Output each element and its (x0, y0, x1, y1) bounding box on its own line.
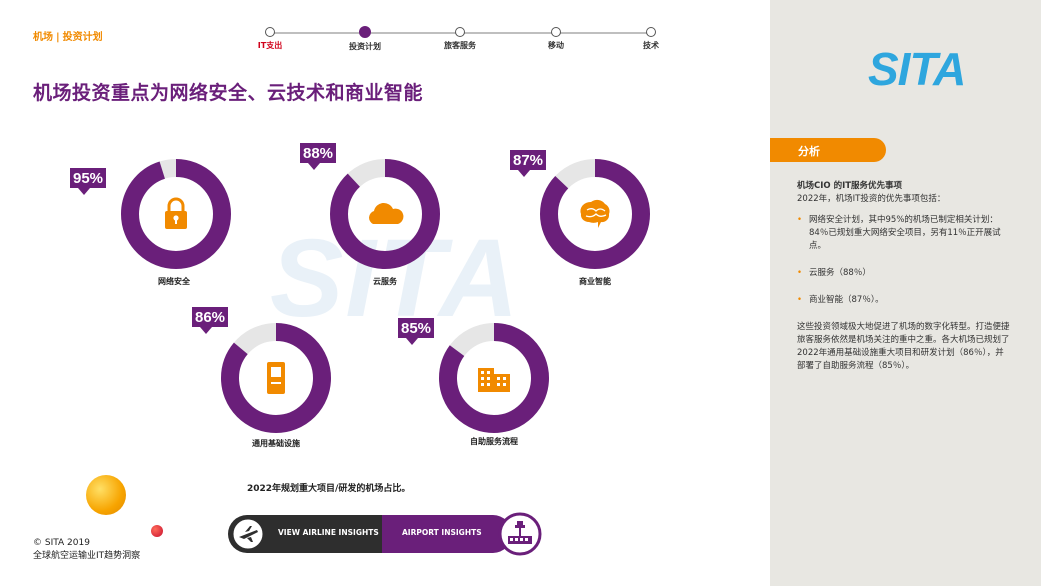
airplane-icon (230, 516, 266, 552)
nav-dot (646, 27, 656, 37)
lock-icon (156, 194, 196, 234)
page-title: 机场投资重点为网络安全、云技术和商业智能 (33, 82, 424, 104)
nav-dot (455, 27, 465, 37)
analysis-intro: 2022年，机场IT投资的优先事项包括： (797, 194, 946, 204)
list-item: 商业智能（87％）。 (797, 294, 1012, 307)
cloud-icon (365, 194, 405, 234)
ring-chart (540, 159, 650, 269)
nav-step-investment[interactable]: 投资计划 (325, 26, 405, 52)
ring-self-service (438, 322, 550, 434)
nav-step-it-spend[interactable]: IT支出 (230, 27, 310, 51)
nav-step-passenger[interactable]: 旅客服务 (420, 27, 500, 51)
list-item: 网络安全计划，其中95%的机场已制定相关计划：84％已规划重大网络安全项目，另有… (797, 214, 1012, 253)
breadcrumb-separator: | (56, 32, 60, 43)
insights-button-bar: VIEW AIRLINE INSIGHTS AIRPORT INSIGHTS (228, 512, 542, 556)
ring-chart (330, 159, 440, 269)
nav-step-mobile[interactable]: 移动 (516, 27, 596, 51)
analysis-text: 机场CIO 的IT服务优先事项 2022年，机场IT投资的优先事项包括： 网络安… (797, 180, 1012, 373)
chart-caption: 2022年规划重大项目/研发的机场占比。 (247, 484, 411, 494)
airline-button-label: VIEW AIRLINE INSIGHTS (278, 528, 379, 537)
ring-label: 云服务 (373, 277, 397, 286)
analysis-tag: 分析 (770, 138, 886, 162)
percent-badge: 88% (300, 143, 337, 170)
ring-chart (439, 323, 549, 433)
breadcrumb: 机场 | 投资计划 (33, 28, 103, 43)
airport-icon[interactable] (498, 512, 542, 556)
nav-step-label: 投资计划 (349, 42, 381, 51)
analysis-panel (770, 0, 1041, 586)
breadcrumb-section[interactable]: 机场 (33, 32, 53, 43)
ring-label: 网络安全 (158, 277, 190, 286)
decorative-red-ball (151, 525, 163, 537)
nav-step-tech[interactable]: 技术 (611, 27, 691, 51)
ring-chart (221, 323, 331, 433)
copyright: © SITA 2019 (33, 538, 90, 548)
buildings-icon (474, 358, 514, 398)
breadcrumb-page: 投资计划 (62, 32, 103, 43)
analysis-heading: 机场CIO 的IT服务优先事项 (797, 181, 903, 191)
airport-insights-button[interactable]: AIRPORT INSIGHTS (382, 515, 512, 553)
percent-badge: 95% (70, 168, 107, 195)
footer: © SITA 2019 全球航空运输业IT趋势洞察 (33, 537, 140, 563)
analysis-paragraph: 这些投资领域极大地促进了机场的数字化转型。打造便捷旅客服务依然是机场关注的重中之… (797, 322, 1010, 371)
kiosk-icon (256, 358, 296, 398)
nav-dot-active (359, 26, 371, 38)
analysis-tag-label: 分析 (798, 145, 820, 158)
ring-arc (221, 323, 331, 433)
footer-subtitle: 全球航空运输业IT趋势洞察 (33, 551, 141, 561)
ring-cyber-security (120, 158, 232, 270)
ring-arc (330, 159, 440, 269)
percent-badge: 86% (192, 307, 229, 334)
percent-badge: 85% (398, 318, 435, 345)
ring-arc (439, 323, 549, 433)
ring-label: 通用基础设施 (252, 439, 300, 448)
nav-dot (551, 27, 561, 37)
percent-badge: 87% (510, 150, 547, 177)
decorative-orange-ball (86, 475, 126, 515)
ring-arc (540, 159, 650, 269)
progress-nav: IT支出 投资计划 旅客服务 移动 技术 (258, 26, 662, 57)
ring-label: 商业智能 (579, 277, 611, 286)
sita-logo: SITA (868, 43, 966, 95)
nav-step-label: IT支出 (257, 41, 283, 50)
ring-chart (121, 159, 231, 269)
ring-business-intelligence (539, 158, 651, 270)
nav-dot (265, 27, 275, 37)
sita-watermark: SITA (270, 217, 521, 340)
list-item: 云服务（88％） (797, 267, 1012, 280)
ring-common-infrastructure (220, 322, 332, 434)
nav-step-label: 移动 (548, 41, 564, 50)
ring-cloud-services (329, 158, 441, 270)
nav-step-label: 旅客服务 (444, 41, 476, 50)
nav-step-label: 技术 (643, 41, 659, 50)
ring-label: 自助服务流程 (470, 437, 518, 446)
ring-arc (121, 159, 231, 269)
airport-button-label: AIRPORT INSIGHTS (402, 528, 482, 537)
brain-icon (575, 194, 615, 234)
priority-list: 网络安全计划，其中95%的机场已制定相关计划：84％已规划重大网络安全项目，另有… (797, 214, 1012, 307)
view-airline-insights-button[interactable]: VIEW AIRLINE INSIGHTS (228, 515, 382, 553)
